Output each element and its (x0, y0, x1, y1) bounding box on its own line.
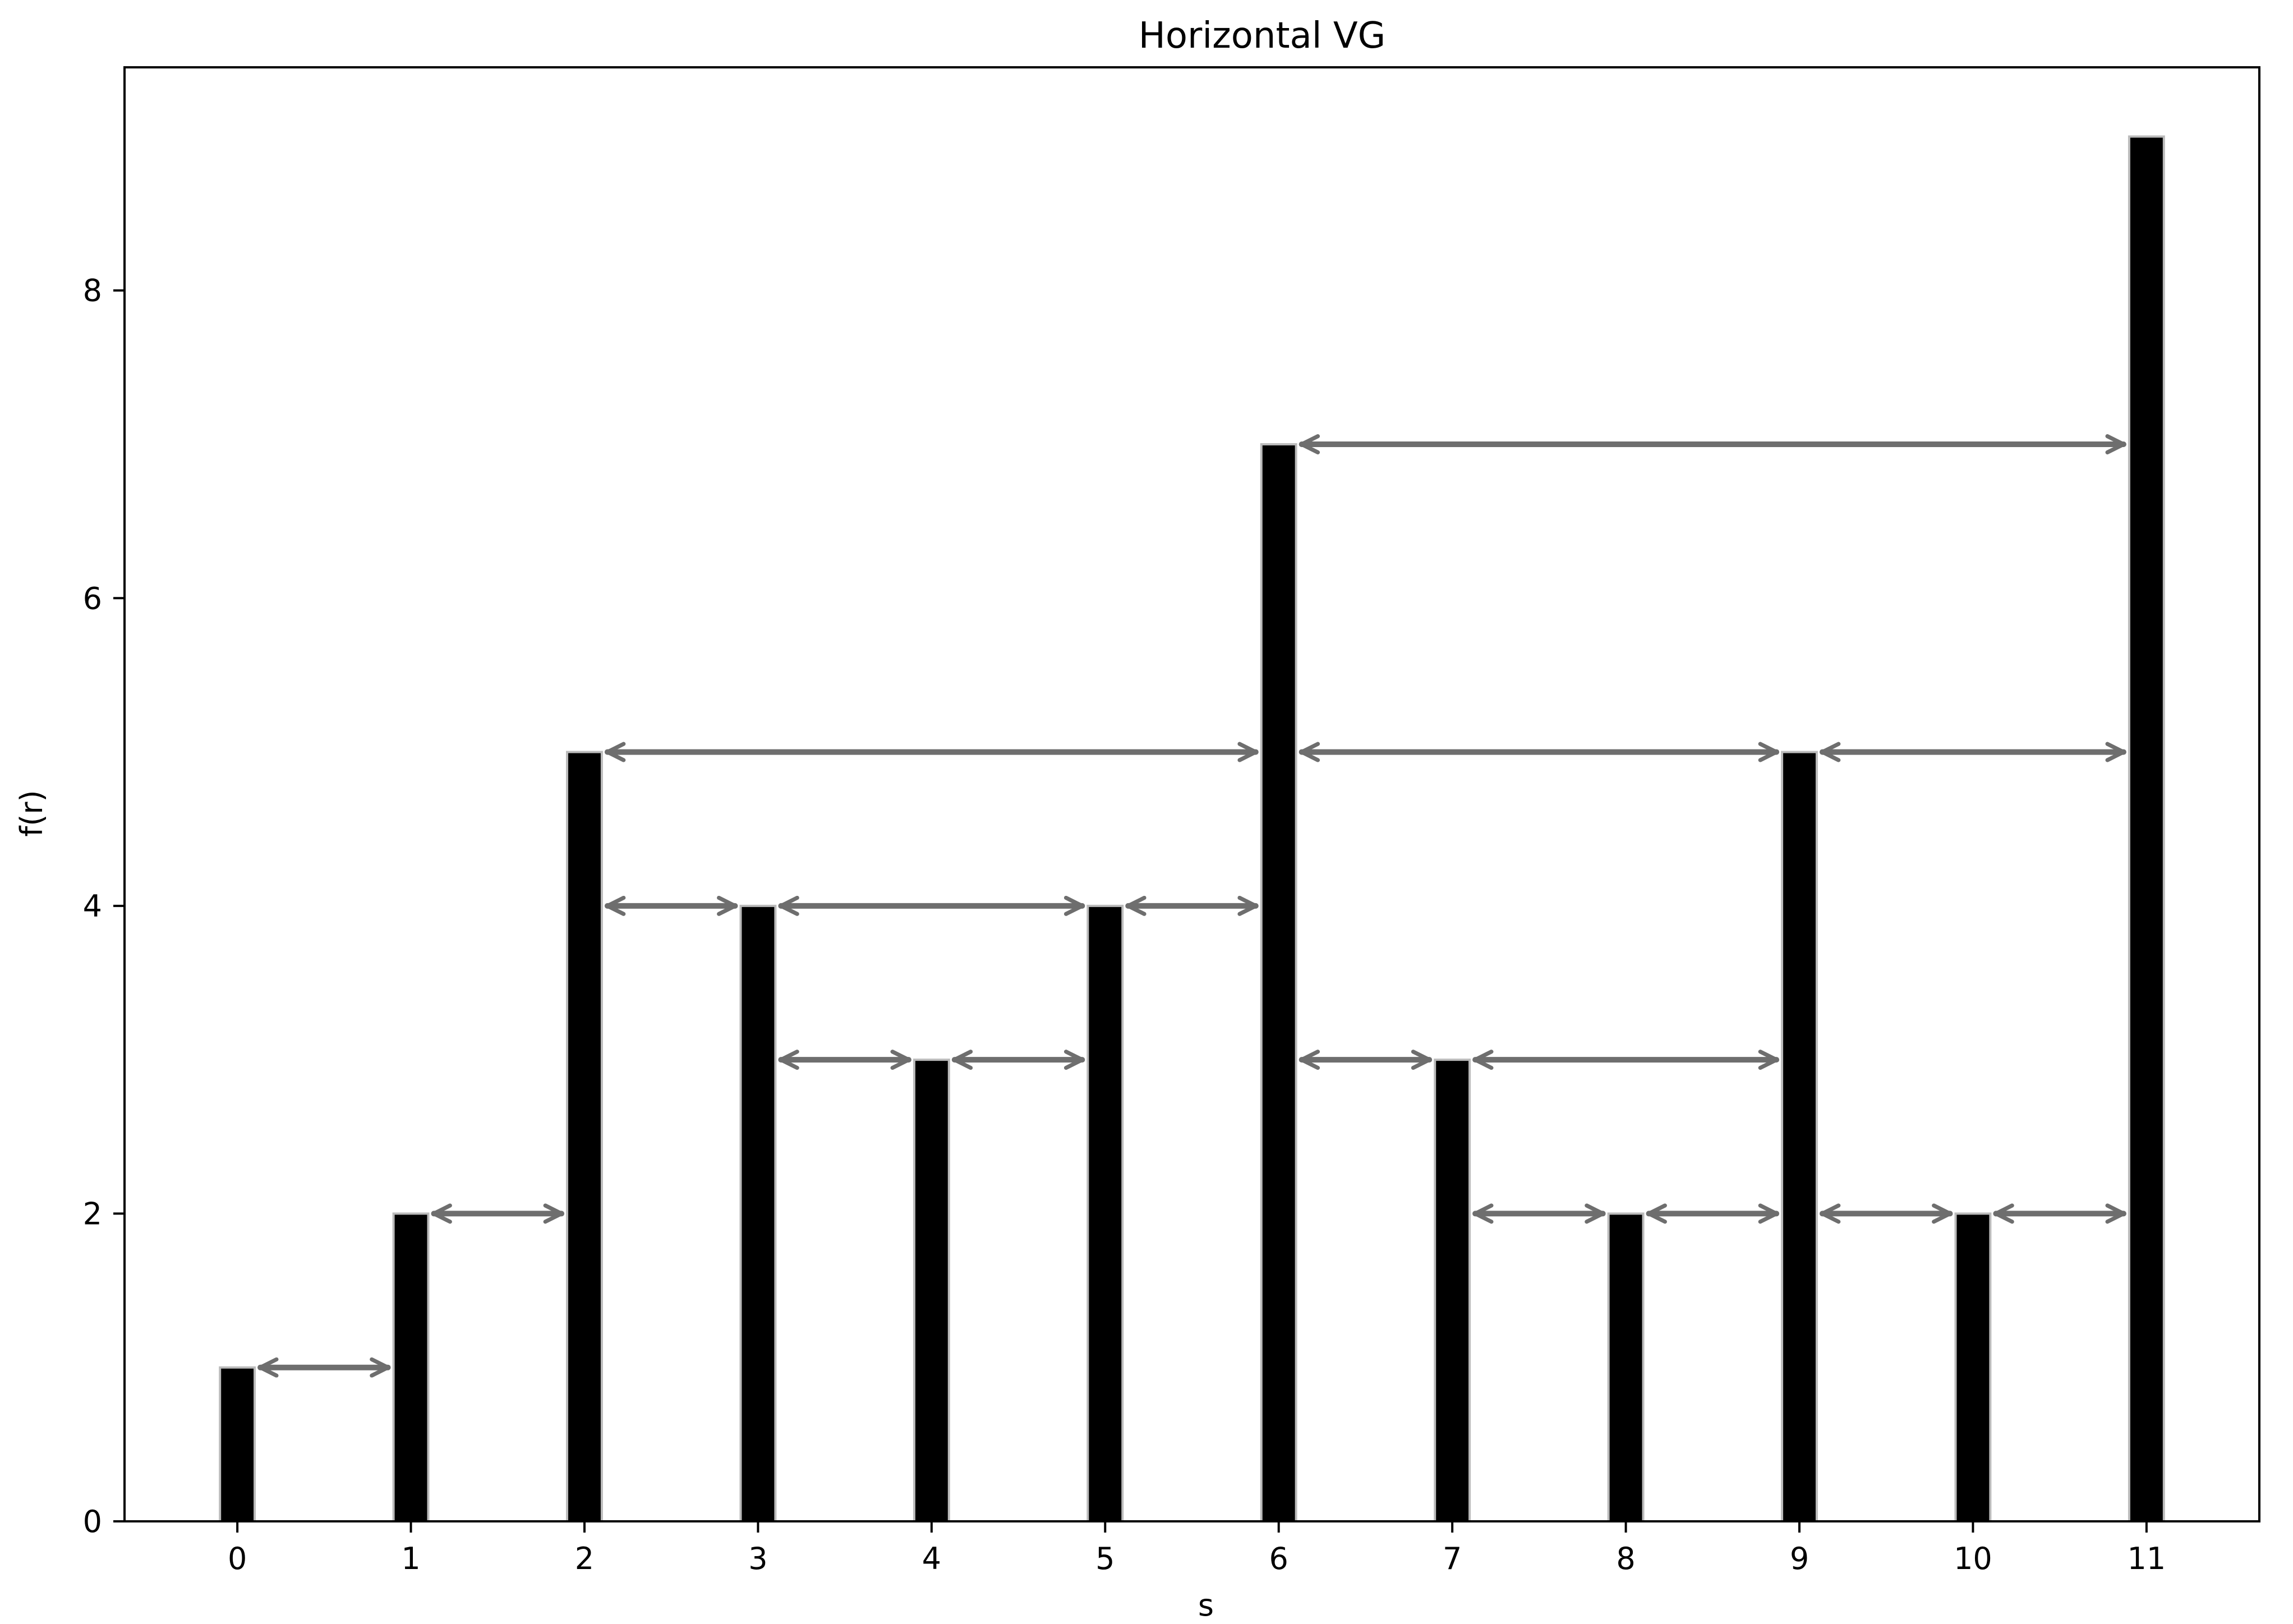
x-tick-label: 2 (575, 1541, 594, 1576)
bar-s-11 (2128, 135, 2165, 1523)
bar-s-6 (1260, 443, 1297, 1522)
bar-s-9 (1781, 751, 1818, 1522)
y-axis-ticks: 0 2 4 6 8 (83, 273, 125, 1539)
y-tick-label: 0 (83, 1504, 102, 1539)
y-axis-label: f(r) (14, 790, 49, 836)
chart-title: Horizontal VG (1139, 15, 1386, 57)
bar-s-4 (913, 1059, 950, 1522)
x-tick-label: 10 (1954, 1541, 1992, 1576)
plot-frame (123, 66, 2260, 1522)
bar-s-10 (1954, 1212, 1992, 1522)
y-tick-label: 4 (83, 889, 102, 924)
x-tick-label: 6 (1269, 1541, 1288, 1576)
x-tick-label: 8 (1616, 1541, 1635, 1576)
bar-s-8 (1607, 1212, 1645, 1522)
bar-s-3 (739, 904, 777, 1522)
y-tick-label: 2 (83, 1196, 102, 1231)
x-tick-label: 0 (228, 1541, 247, 1576)
bars (219, 135, 2165, 1523)
y-tick-label: 8 (83, 273, 102, 309)
x-axis-label: s (1198, 1588, 1214, 1623)
x-tick-label: 7 (1443, 1541, 1462, 1576)
x-tick-label: 4 (922, 1541, 941, 1576)
x-axis-ticks: 0 1 2 3 4 5 6 7 8 9 10 11 (228, 1521, 2166, 1576)
x-tick-label: 5 (1095, 1541, 1115, 1576)
bar-s-7 (1434, 1059, 1471, 1522)
bar-s-1 (392, 1212, 430, 1522)
bar-s-0 (219, 1366, 256, 1523)
bar-s-2 (566, 751, 603, 1522)
visibility-edges (257, 434, 2126, 1378)
bar-s-5 (1086, 904, 1124, 1522)
x-tick-label: 11 (2128, 1541, 2166, 1576)
x-tick-label: 1 (401, 1541, 420, 1576)
y-tick-label: 6 (83, 581, 102, 616)
x-tick-label: 3 (748, 1541, 767, 1576)
x-tick-label: 9 (1790, 1541, 1809, 1576)
